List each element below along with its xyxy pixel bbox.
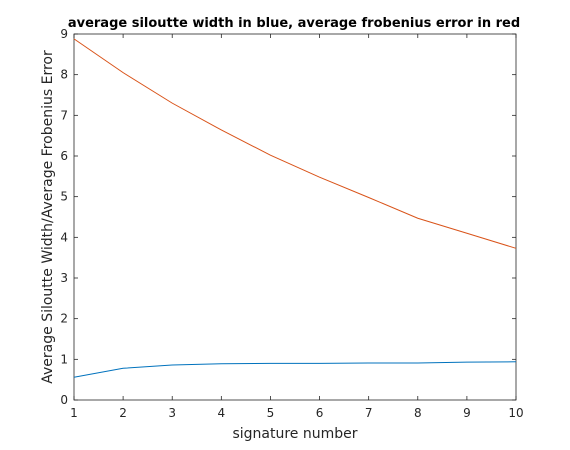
x-axis-label: signature number [232, 426, 357, 442]
frobenius-error-line [73, 38, 517, 249]
x-axis-ticks: 1 2 3 4 5 6 7 8 9 10 [70, 34, 524, 420]
x-tick-label: 6 [316, 406, 324, 420]
y-tick-label: 0 [60, 393, 68, 407]
y-axis-label: Average Siloutte Width/Average Frobenius… [40, 50, 56, 384]
x-tick-label: 2 [119, 406, 127, 420]
x-tick-label: 3 [168, 406, 176, 420]
y-tick-label: 5 [60, 190, 68, 204]
y-tick-label: 7 [60, 108, 68, 122]
silhouette-width-line [73, 361, 517, 378]
x-tick-label: 4 [218, 406, 226, 420]
y-tick-label: 1 [60, 352, 68, 366]
y-tick-label: 4 [60, 230, 68, 244]
y-axis-ticks: 0 1 2 3 4 5 6 7 8 9 [60, 27, 516, 407]
y-tick-label: 8 [60, 68, 68, 82]
x-tick-label: 5 [267, 406, 275, 420]
y-tick-label: 3 [60, 271, 68, 285]
plot-area [73, 33, 517, 401]
y-tick-label: 2 [60, 312, 68, 326]
chart-title: average siloutte width in blue, average … [68, 16, 520, 31]
series-layer [73, 38, 517, 378]
x-tick-label: 9 [463, 406, 471, 420]
y-tick-label: 9 [60, 27, 68, 41]
x-tick-label: 8 [414, 406, 422, 420]
y-tick-label: 6 [60, 149, 68, 163]
x-tick-label: 7 [365, 406, 373, 420]
x-tick-label: 10 [508, 406, 523, 420]
x-tick-label: 1 [70, 406, 78, 420]
